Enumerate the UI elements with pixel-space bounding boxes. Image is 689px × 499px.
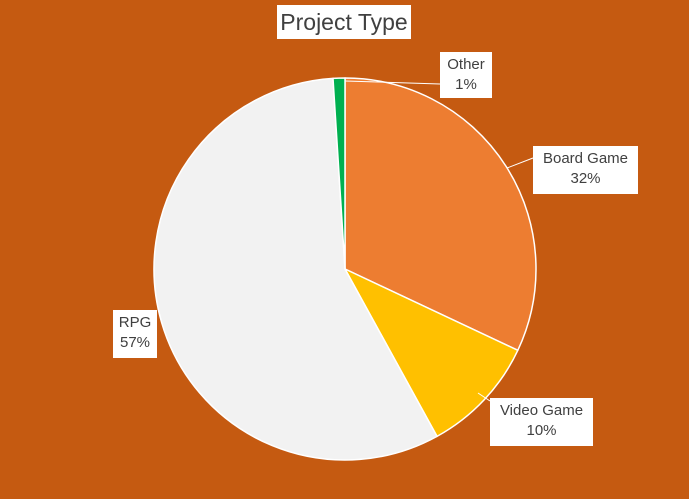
data-label-rpg: RPG 57% bbox=[113, 310, 157, 358]
data-label-value: 57% bbox=[119, 334, 151, 351]
data-label-board-game: Board Game 32% bbox=[533, 146, 638, 194]
data-label-value: 32% bbox=[570, 170, 601, 187]
data-label-name: RPG bbox=[118, 314, 152, 331]
pie-slice-rpg bbox=[153, 77, 438, 461]
data-label-video-game: Video Game 10% bbox=[490, 398, 593, 446]
pie-slice-board-game bbox=[344, 77, 537, 352]
data-label-value: 10% bbox=[526, 422, 557, 439]
data-label-other: Other 1% bbox=[440, 52, 492, 98]
leader-lines bbox=[344, 80, 534, 402]
leader-line-board-game bbox=[506, 157, 534, 169]
data-label-name: Board Game bbox=[542, 150, 629, 167]
leader-line-video-game bbox=[477, 392, 491, 402]
pie-slice-video-game bbox=[344, 268, 519, 438]
pie-slices bbox=[153, 77, 537, 461]
data-label-name: Other bbox=[447, 56, 485, 73]
chart-title: Project Type bbox=[277, 5, 411, 39]
data-label-value: 1% bbox=[455, 76, 477, 93]
leader-line-other bbox=[344, 80, 441, 85]
pie-slice-other bbox=[332, 77, 346, 270]
data-label-name: Video Game bbox=[499, 402, 584, 419]
